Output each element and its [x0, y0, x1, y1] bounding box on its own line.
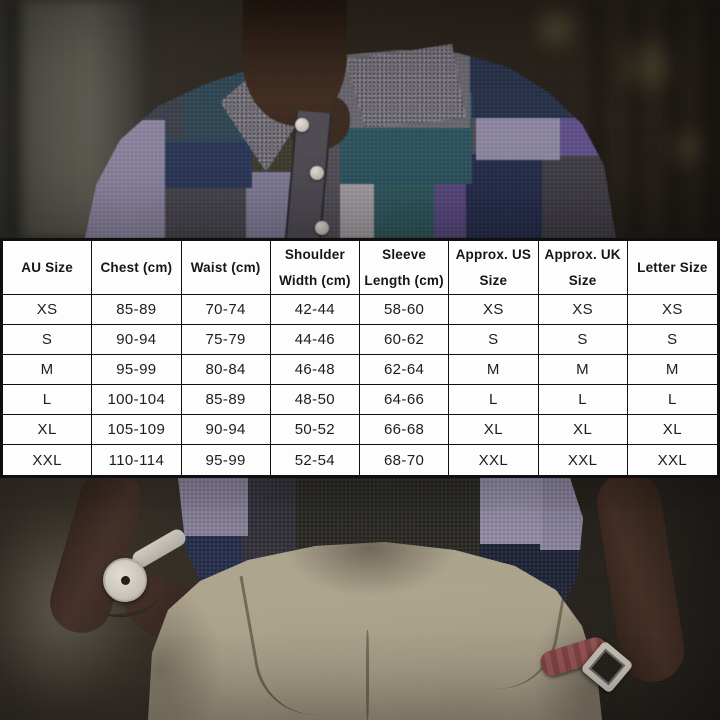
- size-cell: 90-94: [181, 415, 271, 445]
- fabric-patch: [464, 50, 616, 118]
- column-header: Letter Size: [627, 241, 717, 295]
- fly-seam: [366, 630, 369, 720]
- collar-texture: [344, 44, 466, 128]
- fabric-patch: [156, 184, 246, 238]
- size-cell: 60-62: [360, 325, 450, 355]
- size-cell: XXL: [657, 451, 688, 469]
- size-cell: XS: [449, 295, 539, 325]
- size-cell: 68-70: [360, 445, 450, 475]
- size-cell: M: [627, 355, 717, 385]
- size-cell: XS: [627, 295, 717, 325]
- size-cell: 80-84: [181, 355, 271, 385]
- size-cell: L: [627, 385, 717, 415]
- size-cell: S: [449, 325, 539, 355]
- size-cell: 85-89: [181, 385, 271, 415]
- size-cell: 90-94: [92, 325, 182, 355]
- size-cell: M: [3, 355, 93, 385]
- model-upper-body: [0, 0, 720, 238]
- pants: [148, 542, 602, 720]
- size-cell: 44-46: [270, 325, 360, 355]
- size-cell: 100-104: [92, 385, 182, 415]
- model-neck: [243, 0, 347, 126]
- size-cell: XS: [3, 295, 93, 325]
- shirt-button: [295, 118, 309, 132]
- size-cell: 50-52: [270, 415, 360, 445]
- watch-crown-dot: [120, 575, 130, 585]
- size-cell: 105-109: [92, 415, 182, 445]
- size-cell: L: [538, 385, 628, 415]
- size-cell: 75-79: [181, 325, 271, 355]
- size-cell: L: [3, 385, 93, 415]
- size-cell: 64-66: [360, 385, 450, 415]
- shirt-torso: [85, 50, 616, 238]
- size-cell: M: [449, 355, 539, 385]
- size-cell: 95-99: [92, 355, 182, 385]
- size-cell: XXL: [3, 445, 93, 475]
- size-cell: S: [3, 325, 93, 355]
- shirt-button: [310, 166, 324, 180]
- shirt-collar-right: [344, 44, 466, 128]
- product-photo-bottom: [0, 478, 720, 720]
- size-chart-table: AU Size Chest (cm) Waist (cm) Shoulder Widt…: [0, 238, 720, 478]
- size-cell: 66-68: [360, 415, 450, 445]
- column-header: Chest (cm): [92, 241, 182, 295]
- size-cell: 48-50: [270, 385, 360, 415]
- fabric-patch: [85, 120, 165, 238]
- shirt-button: [315, 221, 329, 235]
- size-cell: 42-44: [270, 295, 360, 325]
- size-cell: XL: [3, 415, 93, 445]
- column-header: Approx. UK Size: [538, 241, 628, 295]
- column-header: Approx. US Size: [449, 241, 539, 295]
- product-photo-top: [0, 0, 720, 238]
- size-cell: 62-64: [360, 355, 450, 385]
- size-cell: 85-89: [92, 295, 182, 325]
- size-cell: XS: [538, 295, 628, 325]
- fabric-patch: [374, 182, 434, 238]
- size-cell: XXL: [539, 445, 628, 475]
- column-header: Shoulder Width (cm): [270, 241, 360, 295]
- size-cell: 52-54: [271, 445, 360, 475]
- size-cell: XL: [627, 415, 717, 445]
- size-cell: M: [538, 355, 628, 385]
- column-header: AU Size: [3, 241, 93, 295]
- size-cell: 95-99: [182, 445, 271, 475]
- background-shadows: [590, 0, 720, 238]
- size-cell: S: [627, 325, 717, 355]
- column-header: Waist (cm): [181, 241, 271, 295]
- left-wristwatch: [103, 558, 147, 602]
- size-cell: S: [538, 325, 628, 355]
- size-cell: XL: [538, 415, 628, 445]
- fabric-patch: [464, 154, 542, 238]
- fabric-patch: [158, 140, 252, 188]
- column-header: Sleeve Length (cm): [360, 241, 450, 295]
- size-cell: XL: [449, 415, 539, 445]
- size-cell: 58-60: [360, 295, 450, 325]
- size-cell: L: [449, 385, 539, 415]
- size-cell: 46-48: [270, 355, 360, 385]
- fabric-patch: [540, 150, 616, 238]
- size-cell: XXL: [449, 445, 539, 475]
- size-cell: 110-114: [92, 445, 182, 475]
- size-cell: 70-74: [181, 295, 271, 325]
- fabric-patch: [178, 478, 248, 536]
